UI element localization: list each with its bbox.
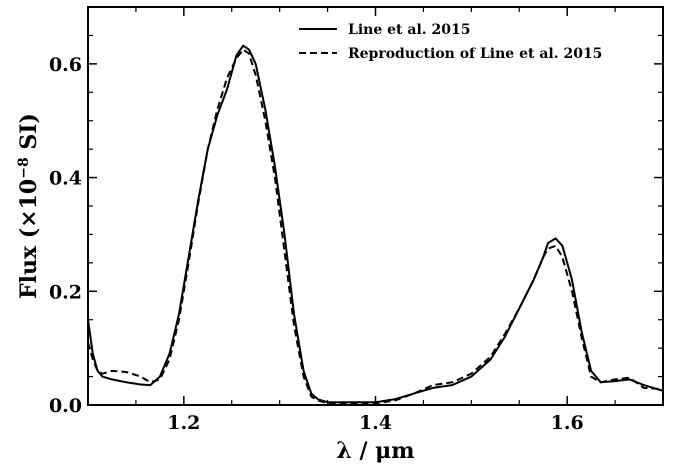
x-axis-title: λ / μm: [336, 438, 414, 464]
series-reproduction: [87, 48, 664, 405]
y-tick-label: 0.0: [49, 395, 82, 417]
y-tick-label: 0.4: [49, 168, 82, 190]
tick-labels: 1.2 1.4 1.6 0.0 0.2 0.4 0.6: [49, 54, 584, 434]
x-tick-label: 1.4: [359, 412, 392, 434]
legend: Line et al. 2015 Reproduction of Line et…: [299, 22, 602, 62]
x-tick-label: 1.2: [167, 412, 200, 434]
y-axis-title-prefix: Flux (×10: [16, 179, 42, 299]
y-axis-title: Flux (×10−8 SI): [16, 113, 42, 299]
x-tick-label: 1.6: [551, 412, 584, 434]
y-tick-label: 0.6: [49, 54, 82, 76]
series-lines: [87, 44, 664, 405]
y-axis-title-suffix: SI): [16, 113, 42, 157]
axis-ticks: [87, 6, 664, 406]
legend-entry-reproduction: Reproduction of Line et al. 2015: [348, 46, 602, 62]
series-line-et-al: [87, 44, 664, 404]
plot-frame: [87, 6, 664, 406]
y-tick-label: 0.2: [49, 281, 82, 303]
legend-entry-line-et-al: Line et al. 2015: [348, 22, 470, 38]
y-axis-title-exponent: −8: [16, 157, 32, 178]
